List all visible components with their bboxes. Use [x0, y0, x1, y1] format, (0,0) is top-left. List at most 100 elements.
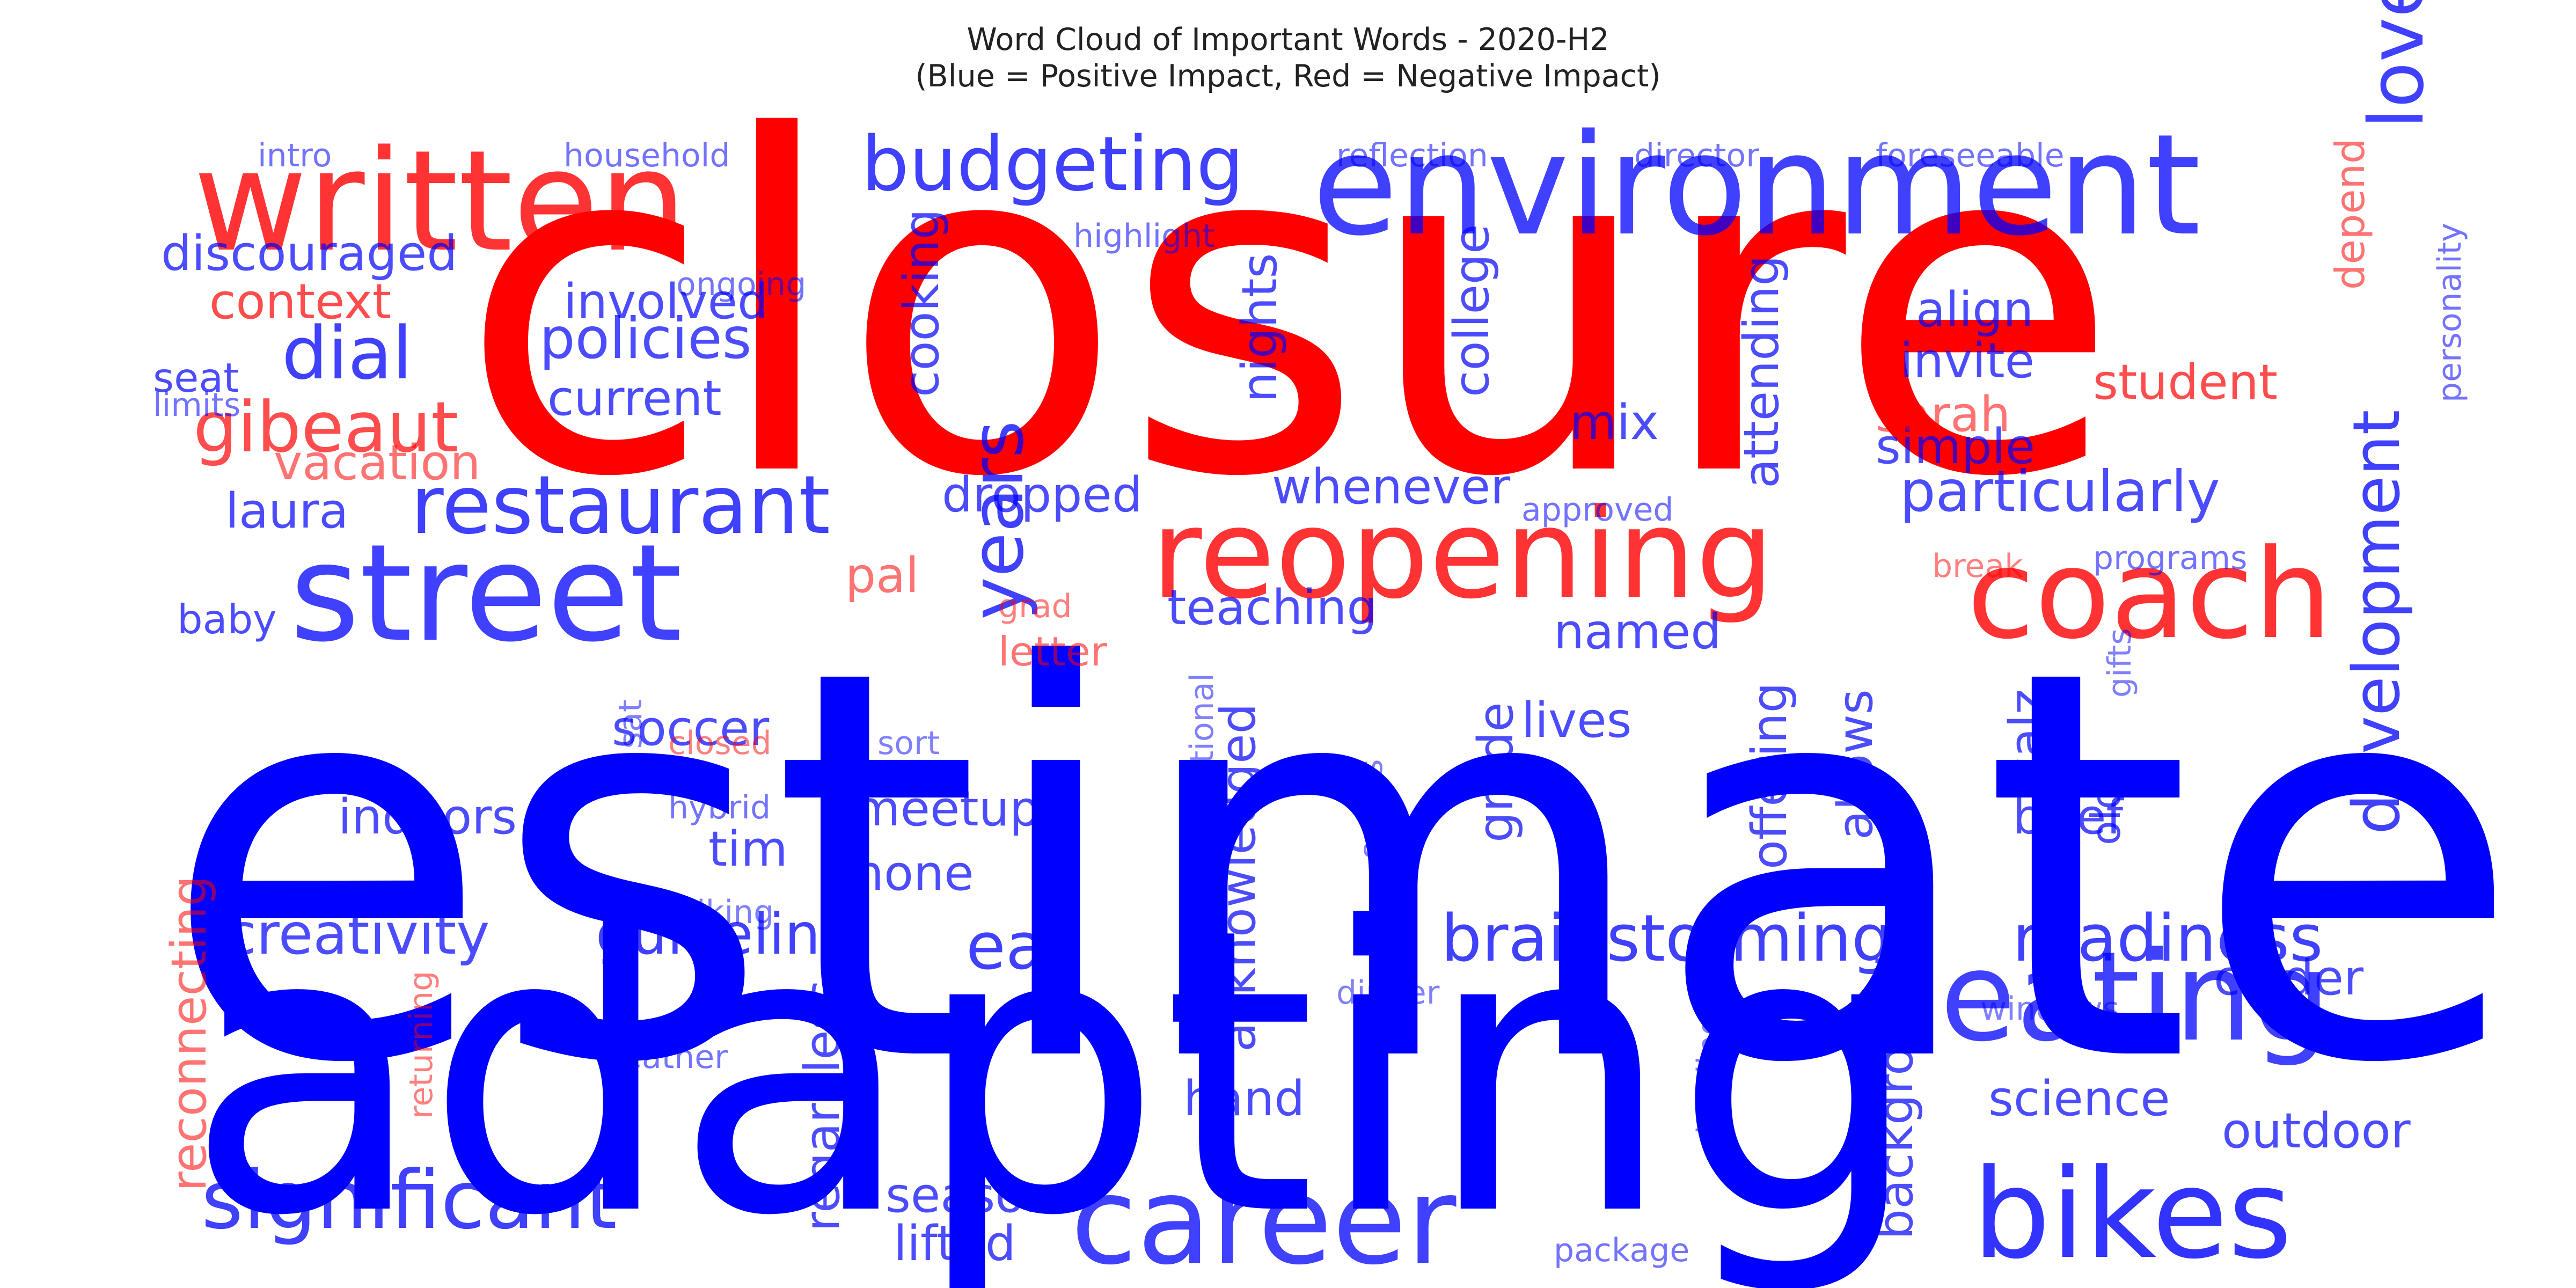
cloud-word-allows: allows: [1827, 689, 1884, 840]
cloud-word-sat: sat: [612, 699, 649, 749]
cloud-word-creativity: creativity: [225, 902, 490, 967]
cloud-word-brainstorming: brainstorming: [1441, 902, 1892, 976]
cloud-word-meetups: meetups: [853, 781, 1065, 837]
cloud-word-whenever: whenever: [1272, 459, 1510, 515]
cloud-word-background: background: [1868, 954, 1924, 1240]
cloud-word-eat: eat: [966, 910, 1070, 984]
cloud-word-gifts: gifts: [2101, 628, 2139, 698]
cloud-word-depend: depend: [2326, 138, 2374, 290]
cloud-word-director: director: [1634, 137, 1759, 174]
cloud-word-sarah: sarah: [1876, 386, 2010, 443]
cloud-word-significant: significant: [201, 1154, 617, 1247]
cloud-word-dial: dial: [282, 311, 412, 396]
cloud-word-old: old: [2082, 784, 2129, 845]
cloud-word-soccer: soccer: [612, 700, 769, 757]
cloud-word-loves: loves: [2353, 0, 2441, 129]
cloud-word-context: context: [209, 274, 391, 330]
cloud-word-hiking: hiking: [676, 894, 774, 931]
cloud-word-season: season: [885, 1167, 1055, 1224]
cloud-word-lifted: lifted: [894, 1216, 1016, 1272]
cloud-word-teaching: teaching: [1167, 580, 1378, 636]
cloud-word-grade: grade: [1468, 702, 1524, 843]
cloud-word-letter: letter: [998, 628, 1107, 675]
cloud-word-involved: involved: [564, 274, 768, 330]
cloud-word-approved: approved: [1521, 491, 1674, 529]
cloud-word-brief: brief: [2012, 789, 2125, 845]
cloud-word-walz: walz: [1999, 689, 2055, 797]
cloud-word-lives: lives: [1521, 692, 1632, 749]
cloud-word-gibeaut: gibeaut: [193, 386, 458, 468]
cloud-word-align: align: [1916, 282, 2033, 338]
cloud-word-budgeting: budgeting: [861, 121, 1244, 208]
cloud-word-invite: invite: [1900, 333, 2035, 389]
cloud-word-environment: environment: [1312, 105, 2201, 267]
cloud-word-hybrid: hybrid: [668, 789, 771, 826]
cloud-word-reflection: reflection: [1336, 137, 1488, 174]
cloud-word-indoors: indoors: [338, 789, 517, 845]
cloud-word-seat: seat: [153, 354, 239, 401]
cloud-word-mix: mix: [1570, 394, 1659, 451]
cloud-word-simple: simple: [1876, 419, 2035, 475]
cloud-word-offering: offering: [1741, 682, 1798, 869]
cloud-word-tim: tim: [708, 821, 788, 877]
cloud-word-current: current: [547, 370, 722, 427]
cloud-word-hand: hand: [1183, 1071, 1305, 1127]
cloud-word-eating: eating: [1940, 926, 2331, 1069]
cloud-word-readiness: readiness: [2012, 902, 2323, 976]
cloud-word-policies: policies: [539, 306, 751, 371]
cloud-word-science: science: [1988, 1071, 2170, 1127]
cloud-word-discouraged: discouraged: [161, 225, 457, 282]
chart-title: Word Cloud of Important Words - 2020-H2 …: [0, 21, 2576, 94]
cloud-word-adapting: adapting: [185, 845, 1922, 1288]
cloud-word-sort: sort: [877, 724, 940, 762]
cloud-word-weather: weather: [596, 1038, 728, 1076]
cloud-word-educational: educational: [1183, 673, 1221, 861]
cloud-word-acknowledged: acknowledged: [1210, 703, 1267, 1052]
chart-title-line: Word Cloud of Important Words - 2020-H2: [967, 22, 1609, 57]
cloud-word-returning: returning: [402, 971, 440, 1119]
cloud-word-reopening: reopening: [1151, 483, 1774, 626]
cloud-word-student: student: [2093, 354, 2278, 411]
cloud-word-reconnecting: reconnecting: [161, 876, 217, 1191]
cloud-word-personality: personality: [2431, 223, 2469, 402]
cloud-word-colder: colder: [2214, 950, 2363, 1006]
cloud-word-years: years: [955, 420, 1040, 620]
cloud-word-programs: programs: [2093, 539, 2247, 577]
cloud-word-windows: windows: [1980, 990, 2119, 1028]
cloud-word-nights: nights: [1232, 253, 1288, 402]
cloud-word-development: development: [2340, 409, 2414, 835]
cloud-word-written: written: [193, 121, 687, 283]
cloud-word-dropped: dropped: [942, 467, 1143, 523]
cloud-word-laura: laura: [225, 483, 348, 539]
cloud-word-street: street: [290, 515, 682, 671]
cloud-word-coach: coach: [1967, 523, 2332, 667]
cloud-word-guideline: guideline: [596, 902, 855, 967]
cloud-word-particularly: particularly: [1900, 459, 2220, 524]
cloud-word-outdoor: outdoor: [2222, 1103, 2411, 1159]
cloud-word-vacation: vacation: [274, 435, 480, 491]
cloud-word-ongoing: ongoing: [676, 266, 806, 303]
chart-subtitle-line: (Blue = Positive Impact, Red = Negative …: [915, 58, 1661, 94]
cloud-word-attending: attending: [1733, 255, 1790, 488]
cloud-word-bikes: bikes: [1972, 1143, 2292, 1286]
cloud-word-foreseeable: foreseeable: [1876, 137, 2065, 174]
cloud-word-intro: intro: [258, 137, 332, 174]
cloud-word-estimate: estimate: [161, 555, 2522, 1180]
cloud-word-closed: closed: [668, 724, 772, 762]
cloud-word-pal: pal: [845, 547, 919, 604]
cloud-word-none: none: [853, 845, 974, 902]
cloud-word-cooking: cooking: [894, 209, 950, 397]
cloud-word-household: household: [564, 137, 730, 174]
cloud-word-regardless: regardless: [794, 980, 851, 1232]
cloud-word-package: package: [1554, 1232, 1689, 1269]
cloud-word-career: career: [1071, 1151, 1457, 1288]
cloud-word-named: named: [1554, 604, 1721, 660]
cloud-word-dinner: dinner: [1336, 974, 1440, 1012]
cloud-word-limits: limits: [153, 386, 240, 424]
cloud-word-college: college: [1444, 224, 1500, 397]
cloud-word-restaurant: restaurant: [411, 459, 830, 552]
cloud-word-sledding: sledding: [1690, 1015, 1728, 1151]
cloud-word-highlight: highlight: [1073, 217, 1215, 255]
cloud-word-sports: sports: [1352, 759, 1390, 859]
